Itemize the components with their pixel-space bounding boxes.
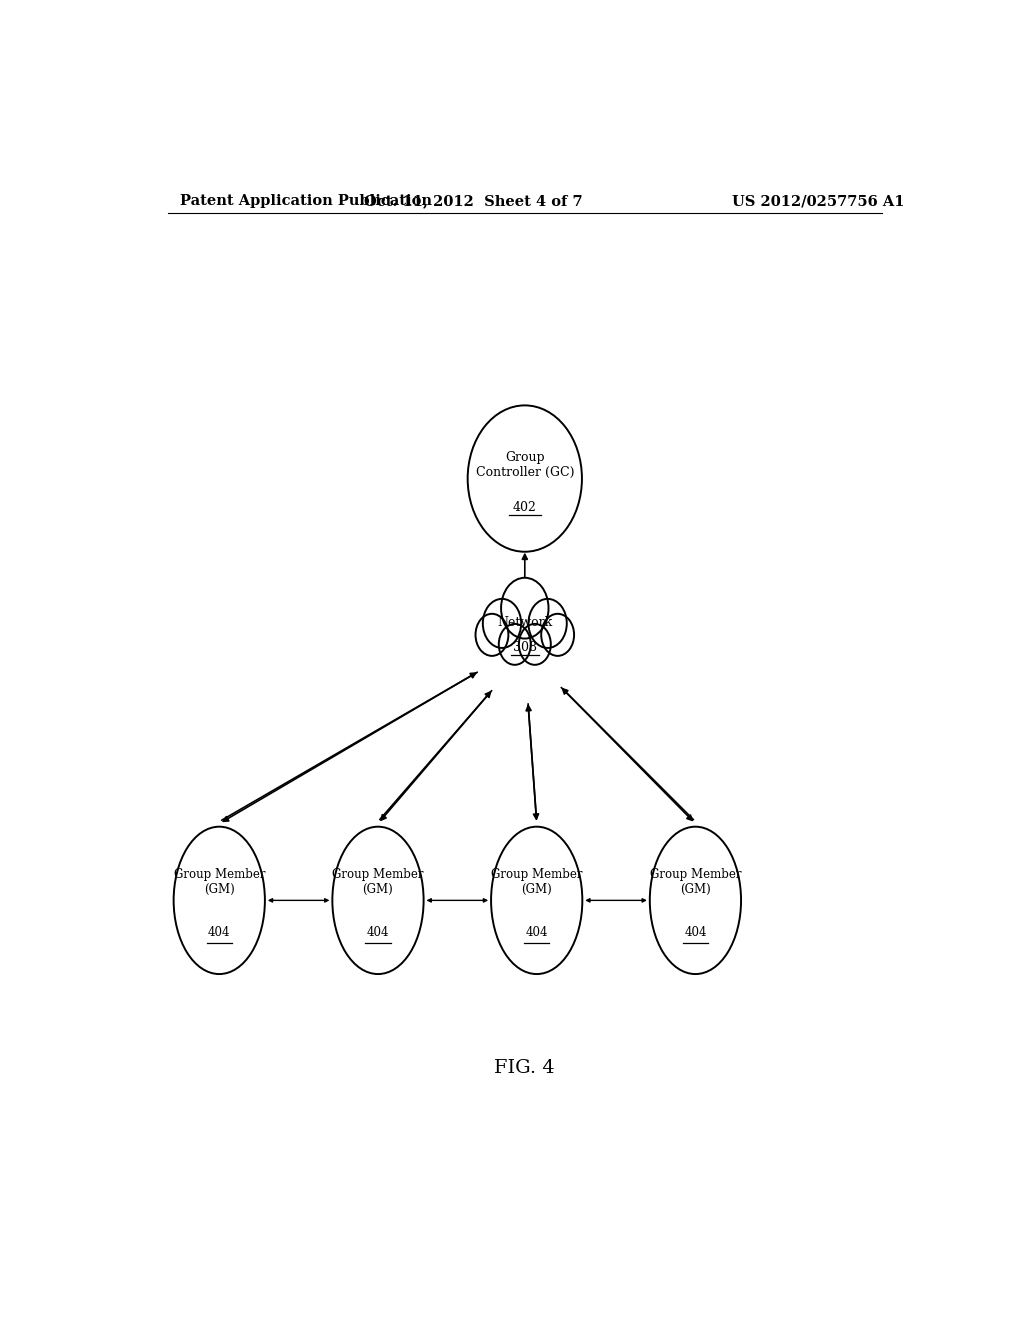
Text: 404: 404 [684,927,707,940]
Text: Group Member
(GM): Group Member (GM) [490,869,583,896]
Text: Network: Network [498,616,552,630]
Text: Oct. 11, 2012  Sheet 4 of 7: Oct. 11, 2012 Sheet 4 of 7 [364,194,583,209]
Ellipse shape [650,826,741,974]
Ellipse shape [492,826,583,974]
Text: 308: 308 [513,640,537,653]
Text: Group Member
(GM): Group Member (GM) [173,869,265,896]
Text: Patent Application Publication: Patent Application Publication [179,194,431,209]
Text: Group
Controller (GC): Group Controller (GC) [475,451,574,479]
Circle shape [542,614,574,656]
Ellipse shape [333,826,424,974]
Text: Group Member
(GM): Group Member (GM) [332,869,424,896]
Text: 404: 404 [208,927,230,940]
Text: FIG. 4: FIG. 4 [495,1059,555,1077]
Text: Group Member
(GM): Group Member (GM) [649,869,741,896]
Circle shape [519,624,551,665]
Circle shape [483,599,521,648]
Text: US 2012/0257756 A1: US 2012/0257756 A1 [732,194,904,209]
Circle shape [499,624,530,665]
Text: 402: 402 [513,500,537,513]
Text: 404: 404 [525,927,548,940]
Text: 404: 404 [367,927,389,940]
Circle shape [468,405,582,552]
Circle shape [528,599,566,648]
Ellipse shape [174,826,265,974]
Circle shape [475,614,508,656]
Circle shape [501,578,549,639]
